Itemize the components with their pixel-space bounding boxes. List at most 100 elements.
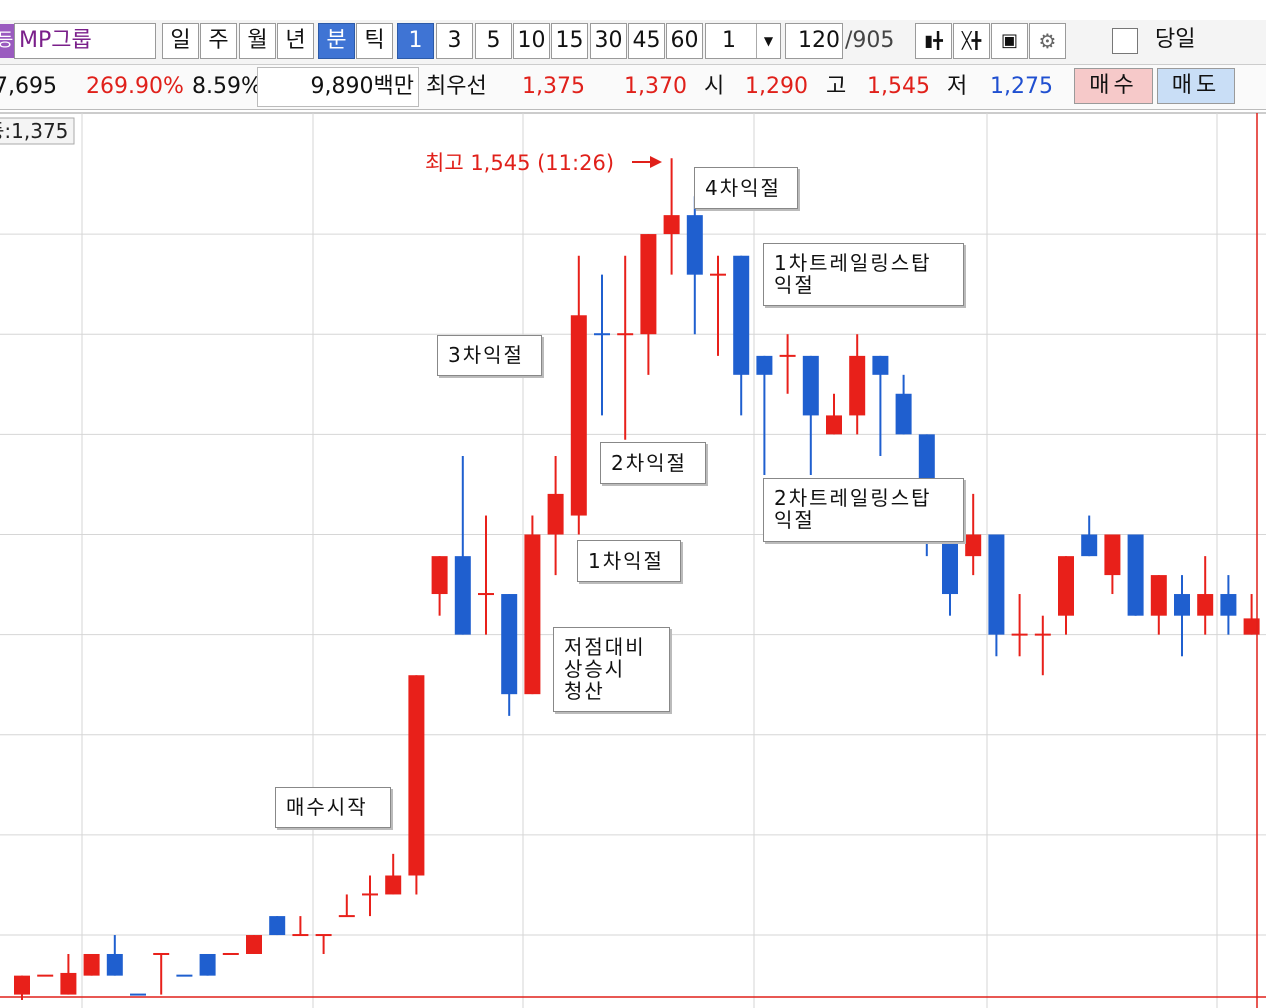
annotation-line: 2차트레일링스탑 (774, 486, 932, 510)
best-label: 최우선 (426, 74, 487, 99)
candle-body (454, 556, 471, 635)
candle-body (1150, 575, 1167, 616)
candle-body (872, 355, 889, 375)
candle-body (315, 934, 332, 937)
candle-body (1058, 556, 1074, 616)
interval-button[interactable]: 45 (628, 23, 665, 59)
tool-save[interactable]: ▣ (991, 23, 1028, 59)
period-button[interactable]: 월 (239, 23, 276, 59)
annotation-line: 청산 (564, 679, 605, 703)
tool-settings[interactable]: ⚙ (1029, 23, 1066, 59)
interval-button[interactable]: 30 (590, 23, 627, 59)
amount: 9,890백만 (257, 67, 419, 107)
annotation: 저점대비 상승시 청산 (553, 627, 670, 712)
candle-body (686, 215, 703, 275)
candle-body (292, 934, 309, 937)
period-button[interactable]: 주 (200, 23, 237, 59)
market-icon: 등 (0, 24, 14, 58)
candle-body (1104, 534, 1121, 576)
candle-body (663, 215, 680, 235)
stock-name-input[interactable]: MP그룹 (14, 23, 156, 59)
multiplier-select[interactable]: 1 ▼ (705, 23, 781, 59)
candle-body (478, 593, 494, 596)
candle-body (176, 974, 193, 977)
candle-body (431, 556, 448, 595)
candle-body (594, 333, 610, 336)
candles (14, 158, 1260, 1000)
annotation: 2차트레일링스탑 익절 (763, 478, 964, 542)
candle-body (849, 355, 866, 416)
period-button[interactable]: 년 (277, 23, 314, 59)
candle-body (779, 354, 796, 357)
annotation: 4차익절 (694, 167, 798, 209)
candle-body (408, 675, 425, 876)
interval-button[interactable]: 3 (436, 23, 473, 59)
candle-body (60, 972, 77, 995)
candle-body (1127, 534, 1144, 616)
interval-button[interactable]: 10 (513, 23, 550, 59)
interval-button[interactable]: 60 (666, 23, 703, 59)
ask: 1,375 (522, 74, 585, 99)
bars-shown-input[interactable]: 120 (785, 23, 843, 59)
quote-bar: 7,695 269.90% 8.59% 9,890백만 최우선 1,375 1,… (0, 65, 1266, 110)
candle-body (942, 534, 958, 595)
annotation-line: 3차익절 (448, 343, 524, 367)
buy-button[interactable]: 매수 (1074, 68, 1153, 104)
bars-total: /905 (845, 28, 895, 53)
price-label-box (0, 117, 75, 145)
candle-body (802, 355, 819, 416)
tool-candles[interactable]: ▮╋ (915, 23, 952, 59)
candle-body (524, 534, 541, 695)
candle-body (222, 952, 239, 955)
candle-body (640, 234, 657, 335)
candle-body (106, 953, 123, 976)
tool-line[interactable]: ╳╋ (953, 23, 990, 59)
peak-arrow-head (650, 156, 662, 168)
annotation: 1차트레일링스탑 익절 (763, 243, 964, 306)
candle-body (570, 315, 587, 516)
annotation: 1차익절 (577, 540, 681, 582)
period-button[interactable]: 분 (318, 23, 355, 59)
candle-body (385, 875, 402, 895)
interval-button[interactable]: 15 (551, 23, 588, 59)
candle-body (1011, 633, 1028, 636)
candle-body (547, 493, 564, 535)
period-button[interactable]: 틱 (356, 23, 393, 59)
candle-body (1197, 594, 1214, 616)
candle-body (1034, 633, 1051, 636)
interval-button[interactable]: 1 (397, 23, 434, 59)
today-label: 당일 (1155, 27, 1196, 52)
candle-body (988, 534, 1005, 635)
interval-button[interactable]: 5 (475, 23, 512, 59)
volume: 7,695 (0, 74, 57, 99)
annotation-line: 익절 (774, 273, 815, 297)
candle-body (130, 993, 146, 996)
candle-body (83, 953, 100, 976)
candle-body (1220, 594, 1237, 616)
open: 1,290 (745, 74, 808, 99)
candle-body (1081, 534, 1098, 557)
today-checkbox[interactable] (1112, 28, 1138, 54)
candle-body (756, 355, 773, 375)
sell-button[interactable]: 매도 (1157, 68, 1235, 104)
multiplier-value: 1 (722, 28, 736, 53)
candle-body (733, 255, 750, 375)
candle-body (617, 333, 634, 336)
candle-body (1174, 594, 1190, 616)
annotation-line: 익절 (774, 508, 815, 532)
price-label: 등:1,375 (0, 119, 68, 143)
open-label: 시 (704, 74, 725, 99)
annotation-line: 1차트레일링스탑 (774, 251, 932, 275)
annotation-line: 상승시 (564, 657, 626, 681)
annotation: 2차익절 (600, 442, 706, 484)
period-button[interactable]: 일 (162, 23, 199, 59)
candle-body (895, 393, 912, 435)
bid: 1,370 (624, 74, 687, 99)
annotation: 3차익절 (437, 335, 542, 376)
change-rate: 269.90% (86, 74, 184, 99)
candle-body (246, 935, 262, 954)
candle-body (1243, 618, 1260, 635)
low-label: 저 (947, 74, 968, 99)
